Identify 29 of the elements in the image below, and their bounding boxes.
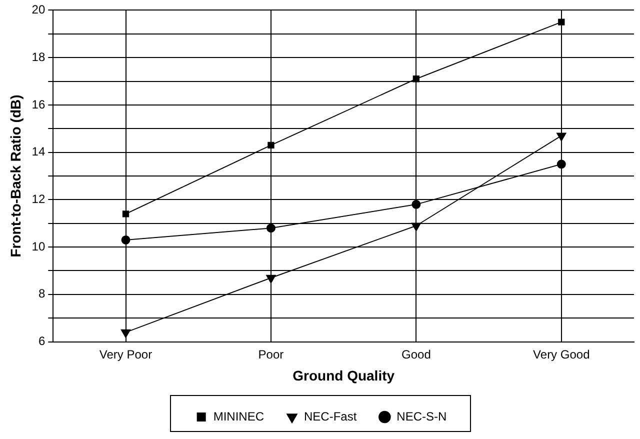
point [266,274,276,284]
legend-label: NEC-S-N [396,409,447,424]
x-tick-label: Poor [258,347,284,362]
y-tick-label: 10 [32,239,46,254]
y-tick-label: 18 [32,50,46,64]
legend-label: MININEC [213,409,264,424]
y-tick-label: 14 [32,144,46,159]
point [266,224,276,233]
point [558,18,565,26]
y-tick-label: 6 [38,334,46,348]
point [412,76,420,82]
point [120,329,131,338]
point [411,222,422,232]
y-tick-label: 20 [32,2,46,17]
point [556,160,566,169]
point [121,235,130,244]
y-tick-label: 12 [32,192,46,206]
legend-label: NEC-Fast [304,409,358,424]
y-tick-label: 8 [38,286,46,301]
y-tick-label: 16 [32,97,46,112]
x-axis-title: Ground Quality [292,367,395,384]
x-tick-label: Very Poor [99,347,152,362]
point [268,142,274,149]
x-tick-label: Good [402,347,431,362]
x-tick-label: Very Good [533,347,590,362]
point [412,200,421,209]
point [122,210,130,218]
point [556,132,566,142]
y-axis-title: Front-to-Back Ratio (dB) [7,94,24,258]
